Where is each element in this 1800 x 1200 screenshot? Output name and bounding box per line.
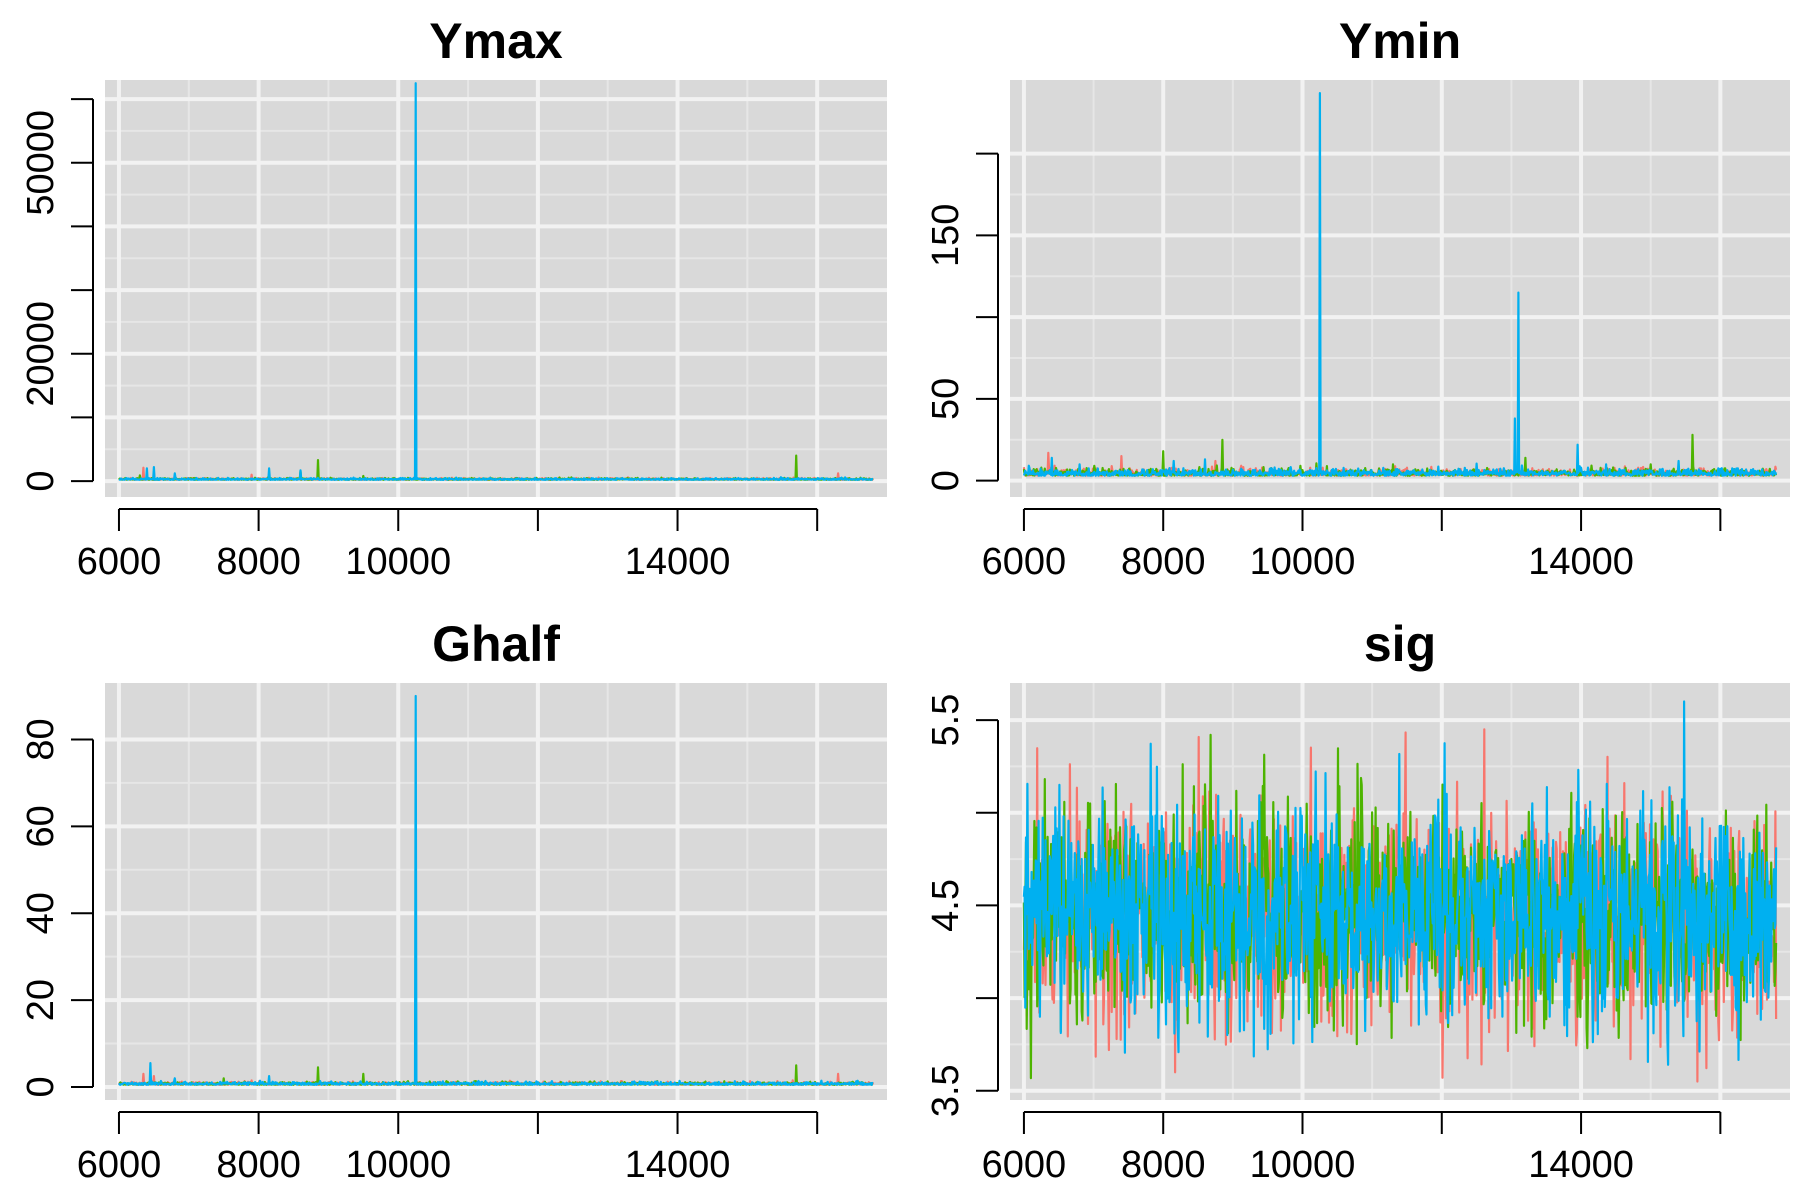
panel-ghalf: 6000 8000 10000 14000 0 20 40 60 80 Ghalf bbox=[20, 616, 887, 1186]
y-tick-label: 5.5 bbox=[925, 694, 967, 747]
x-tick-label: 8000 bbox=[1121, 541, 1206, 583]
x-tick-label: 8000 bbox=[216, 1144, 301, 1186]
panel-title: Ghalf bbox=[432, 616, 560, 672]
y-tick-label: 0 bbox=[925, 470, 967, 491]
panel-title: sig bbox=[1364, 616, 1436, 672]
x-tick-label: 6000 bbox=[982, 1144, 1067, 1186]
y-tick-label: 150 bbox=[925, 204, 967, 267]
panel-background bbox=[105, 683, 887, 1100]
y-tick-label: 20 bbox=[20, 979, 62, 1021]
y-tick-label: 4.5 bbox=[925, 879, 967, 932]
panel-title: Ymin bbox=[1339, 13, 1461, 69]
y-tick-label: 40 bbox=[20, 892, 62, 934]
panel-ymin: 6000 8000 10000 14000 0 50 150 Ymin bbox=[925, 13, 1790, 583]
y-tick-label: 3.5 bbox=[925, 1064, 967, 1117]
x-tick-label: 14000 bbox=[1528, 541, 1634, 583]
x-tick-label: 6000 bbox=[77, 541, 162, 583]
series-line-chain3 bbox=[118, 694, 874, 1086]
y-tick-label: 20000 bbox=[20, 301, 62, 407]
x-tick-label: 8000 bbox=[216, 541, 301, 583]
x-tick-label: 6000 bbox=[77, 1144, 162, 1186]
x-tick-label: 14000 bbox=[625, 541, 731, 583]
series-line-chain3 bbox=[118, 82, 874, 481]
panel-sig: 6000 8000 10000 14000 3.5 4.5 5.5 sig bbox=[925, 616, 1790, 1186]
series-line-chain3 bbox=[1022, 700, 1778, 1066]
series-line-chain3 bbox=[1022, 91, 1778, 477]
panel-background bbox=[1010, 80, 1790, 497]
y-tick-label: 50 bbox=[925, 378, 967, 420]
x-tick-label: 14000 bbox=[1528, 1144, 1634, 1186]
x-tick-label: 10000 bbox=[1250, 1144, 1356, 1186]
x-tick-label: 10000 bbox=[1250, 541, 1356, 583]
y-tick-label: 0 bbox=[20, 471, 62, 492]
x-tick-label: 10000 bbox=[345, 1144, 451, 1186]
x-tick-label: 6000 bbox=[982, 541, 1067, 583]
panel-title: Ymax bbox=[429, 13, 563, 69]
y-tick-label: 60 bbox=[20, 805, 62, 847]
panel-ymax: 6000 8000 10000 14000 0 20000 50000 Ymax bbox=[20, 13, 887, 583]
x-tick-label: 10000 bbox=[345, 541, 451, 583]
y-tick-label: 50000 bbox=[20, 110, 62, 216]
y-tick-label: 0 bbox=[20, 1076, 62, 1097]
x-tick-label: 14000 bbox=[625, 1144, 731, 1186]
y-tick-label: 80 bbox=[20, 718, 62, 760]
x-tick-label: 8000 bbox=[1121, 1144, 1206, 1186]
